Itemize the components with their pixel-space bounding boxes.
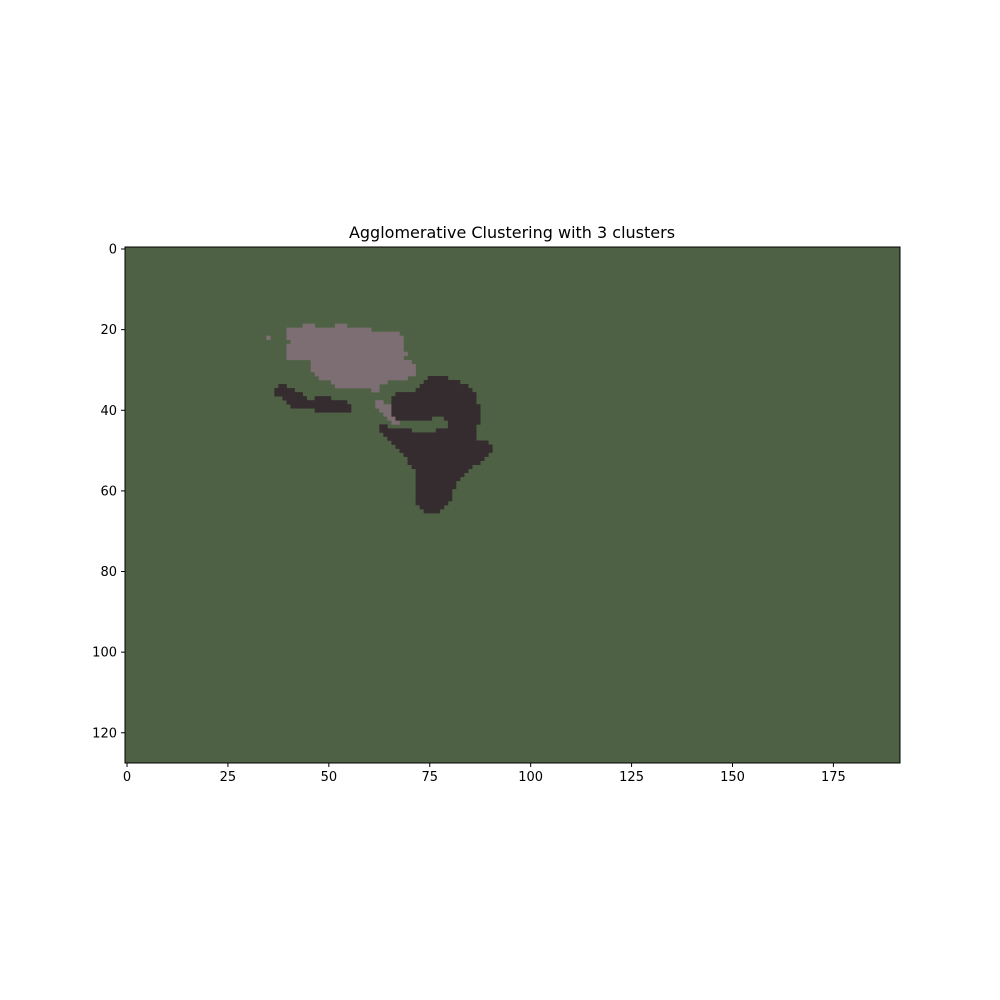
cluster-1-pixel-run <box>375 404 392 409</box>
cluster-2-pixel-run <box>415 488 453 494</box>
cluster-1-region <box>266 323 416 425</box>
cluster-2-pixel-run <box>391 408 481 413</box>
cluster-2-pixel-run <box>274 392 303 397</box>
y-axis: 0 20 40 60 80 100 120 <box>92 243 125 741</box>
cluster-2-pixel-run <box>278 384 287 389</box>
cluster-1-pixel-run <box>379 408 392 413</box>
cluster-2-pixel-run <box>395 392 477 397</box>
y-tick-label: 60 <box>100 484 117 499</box>
heatmap-plot <box>125 247 900 763</box>
cluster-2-pixel-run <box>314 408 352 413</box>
cluster-1-pixel-run <box>290 339 404 345</box>
cluster-2-pixel-run <box>391 404 481 409</box>
cluster-1-pixel-run <box>310 363 416 369</box>
cluster-1-pixel-run <box>375 400 384 405</box>
y-tick-label: 100 <box>92 646 117 661</box>
cluster-1-pixel-run <box>286 355 404 361</box>
x-tick-label: 25 <box>220 770 237 785</box>
cluster-1-pixel-run <box>286 335 404 341</box>
cluster-2-pixel-run <box>419 505 445 510</box>
cluster-1-pixel-run <box>314 371 416 377</box>
cluster-1-pixel-run <box>334 384 380 389</box>
cluster-2-pixel-run <box>447 420 481 425</box>
cluster-2-pixel-run <box>443 416 481 421</box>
y-tick-label: 20 <box>100 323 117 338</box>
cluster-2-pixel-run <box>415 492 453 498</box>
y-tick-label: 120 <box>92 726 117 741</box>
cluster-1-pixel-run <box>330 380 388 385</box>
cluster-2-pixel-run <box>387 436 477 441</box>
cluster-2-pixel-run <box>427 376 449 381</box>
cluster-1-pixel-run <box>371 388 380 393</box>
chart-title: Agglomerative Clustering with 3 clusters <box>349 223 675 242</box>
cluster-2-pixel-run <box>415 472 465 478</box>
cluster-2-pixel-run <box>383 432 477 437</box>
cluster-2-pixel-run <box>403 452 489 457</box>
x-tick-label: 125 <box>619 770 644 785</box>
cluster-2-pixel-run <box>447 424 477 429</box>
cluster-1-pixel-run <box>302 323 316 328</box>
cluster-1-pixel-run <box>266 335 271 341</box>
cluster-2-pixel-run <box>407 456 485 461</box>
cluster-1-pixel-run <box>286 343 404 349</box>
cluster-1-pixel-run <box>286 347 404 353</box>
cluster-2-pixel-run <box>395 416 433 421</box>
cluster-1-pixel-run <box>286 331 400 336</box>
cluster-2-pixel-run <box>391 412 481 417</box>
x-tick-label: 100 <box>518 770 543 785</box>
plot-frame <box>124 246 901 764</box>
cluster-2-pixel-run <box>411 464 473 470</box>
cluster-2-pixel-run <box>415 476 461 482</box>
x-tick-label: 0 <box>123 770 131 785</box>
x-tick-label: 175 <box>821 770 846 785</box>
x-tick-label: 75 <box>421 770 438 785</box>
cluster-2-pixel-run <box>290 404 352 409</box>
y-tick-label: 0 <box>109 243 117 258</box>
cluster-2-pixel-run <box>415 484 457 490</box>
cluster-2-pixel-run <box>314 396 332 401</box>
x-axis: 0 25 50 75 100 125 150 175 <box>123 763 846 785</box>
cluster-2-pixel-run <box>419 384 469 389</box>
cluster-2-pixel-run <box>415 468 469 474</box>
cluster-2-pixel-run <box>391 440 489 445</box>
cluster-1-pixel-run <box>310 367 416 373</box>
x-tick-label: 150 <box>720 770 745 785</box>
cluster-2-pixel-run <box>415 480 457 486</box>
cluster-2-pixel-run <box>379 428 412 433</box>
cluster-2-pixel-run <box>395 444 493 449</box>
cluster-2-pixel-run <box>435 428 477 433</box>
cluster-2-pixel-run <box>415 500 449 506</box>
cluster-1-pixel-run <box>387 416 400 421</box>
cluster-2-pixel-run <box>415 496 453 502</box>
cluster-2-pixel-run <box>407 460 481 465</box>
cluster-2-pixel-run <box>391 396 477 401</box>
cluster-2-pixel-run <box>415 388 473 393</box>
cluster-2-pixel-run <box>399 448 493 453</box>
cluster-1-pixel-run <box>391 420 400 425</box>
cluster-0-region <box>125 247 900 763</box>
y-tick-label: 80 <box>100 565 117 580</box>
cluster-2-pixel-run <box>379 424 388 429</box>
cluster-2-pixel-run <box>423 509 441 514</box>
y-tick-label: 40 <box>100 404 117 419</box>
cluster-1-pixel-run <box>286 327 372 332</box>
cluster-1-pixel-run <box>318 376 408 381</box>
cluster-1-pixel-run <box>286 351 408 357</box>
cluster-2-pixel-run <box>274 388 295 393</box>
cluster-2-pixel-run <box>423 380 461 385</box>
cluster-1-pixel-run <box>310 359 412 365</box>
cluster-2-pixel-run <box>391 400 477 405</box>
cluster-2-pixel-run <box>282 396 307 401</box>
cluster-1-pixel-run <box>334 323 348 328</box>
cluster-2-region <box>274 376 493 514</box>
cluster-2-pixel-run <box>286 400 348 405</box>
x-tick-label: 50 <box>321 770 338 785</box>
cluster-1-pixel-run <box>383 412 396 417</box>
